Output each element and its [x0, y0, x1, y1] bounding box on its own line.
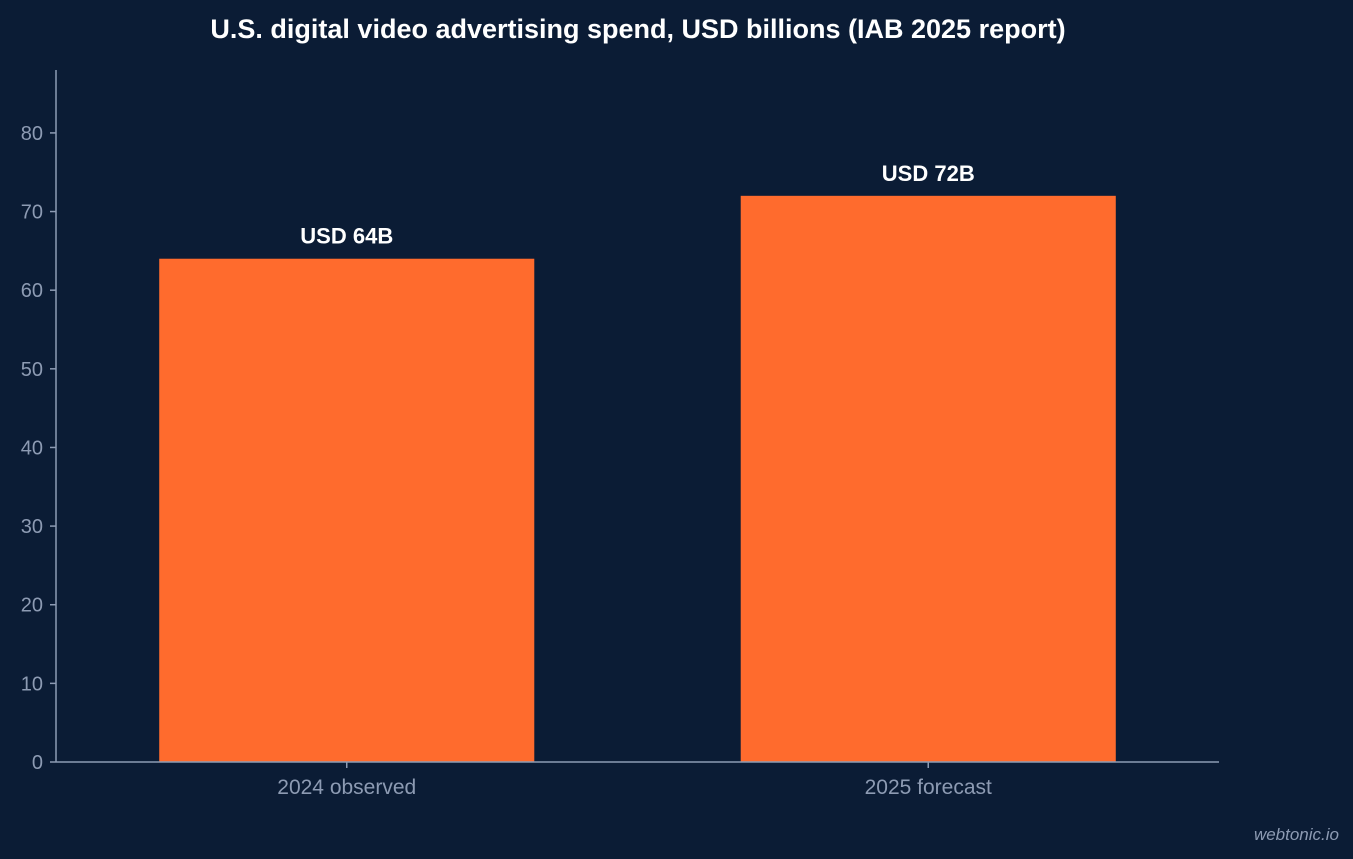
y-tick-label: 0: [32, 752, 43, 774]
bar: [740, 195, 1116, 762]
bars: USD 64B USD 72B: [159, 161, 1116, 762]
y-tick-label: 80: [21, 123, 43, 145]
y-tick-label: 70: [21, 202, 43, 224]
y-tick-label: 40: [21, 437, 43, 459]
y-tick-label: 50: [21, 359, 43, 381]
x-tick-label: 2024 observed: [277, 776, 416, 799]
y-tick-label: 10: [21, 673, 43, 695]
x-axis-ticks: 2024 observed 2025 forecast: [277, 762, 992, 799]
data-label: USD 72B: [882, 161, 975, 186]
y-axis-ticks: 0 10 20 30 40 50 60 70 80: [21, 123, 56, 774]
y-tick-label: 60: [21, 280, 43, 302]
x-tick-label: 2025 forecast: [865, 776, 992, 799]
data-label: USD 64B: [300, 224, 393, 249]
y-tick-label: 20: [21, 595, 43, 617]
chart-title: U.S. digital video advertising spend, US…: [210, 14, 1065, 44]
credit-text: webtonic.io: [1253, 825, 1339, 844]
bar: [159, 258, 535, 762]
y-tick-label: 30: [21, 516, 43, 538]
